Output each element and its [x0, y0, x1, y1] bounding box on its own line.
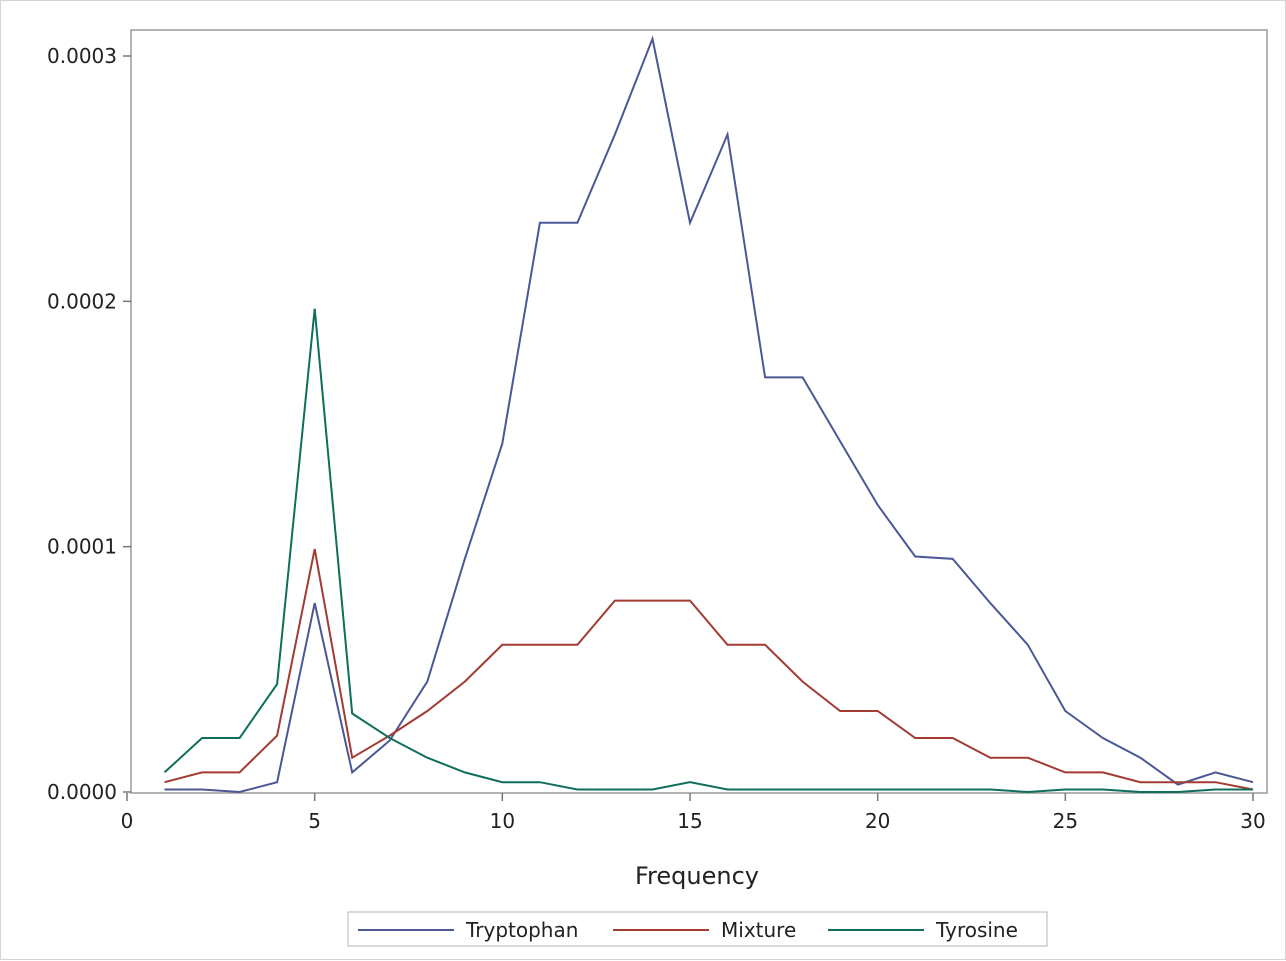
legend-label-mixture: Mixture	[721, 918, 796, 942]
x-tick-label: 20	[865, 809, 890, 833]
legend-label-tryptophan: Tryptophan	[465, 918, 578, 942]
x-tick-label: 0	[121, 809, 134, 833]
x-tick-label: 25	[1053, 809, 1078, 833]
y-tick-label: 0.0003	[47, 44, 117, 68]
y-tick-label: 0.0001	[47, 535, 117, 559]
series-layer	[163, 35, 1254, 794]
series-line-tyrosine	[163, 308, 1253, 794]
x-tick-label: 10	[490, 809, 515, 833]
series-line-mixture	[164, 548, 1254, 791]
y-tick-label: 0.0000	[47, 780, 117, 804]
y-tick-label: 0.0002	[47, 289, 117, 313]
series-line-tryptophan	[164, 35, 1254, 794]
x-tick-label: 5	[308, 809, 321, 833]
x-axis-title: Frequency	[635, 862, 759, 890]
y-axis: 0.0000 0.0001 0.0002 0.0003	[47, 44, 131, 804]
x-tick-label: 15	[677, 809, 702, 833]
plot-area	[130, 29, 1268, 794]
x-tick-label: 30	[1240, 809, 1265, 833]
x-axis: 0 5 10 15 20 25 30	[121, 793, 1266, 833]
legend-label-tyrosine: Tyrosine	[935, 918, 1018, 942]
legend: Tryptophan Mixture Tyrosine	[347, 911, 1048, 947]
